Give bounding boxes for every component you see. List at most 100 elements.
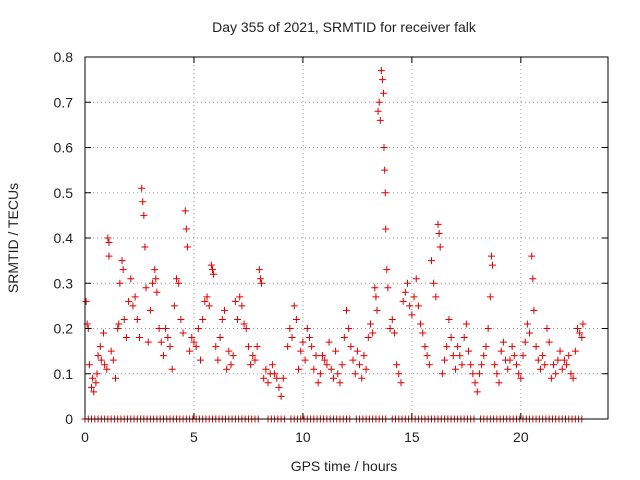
data-point xyxy=(107,347,115,355)
y-axis-title: SRMTID / TECUs xyxy=(5,183,21,293)
data-point xyxy=(218,315,226,323)
data-point xyxy=(358,374,366,382)
data-point xyxy=(231,297,239,305)
data-point xyxy=(480,352,488,360)
data-point xyxy=(227,361,235,369)
data-point xyxy=(343,306,350,314)
data-point xyxy=(332,347,340,355)
data-point xyxy=(408,311,416,319)
data-point xyxy=(135,334,143,342)
data-point xyxy=(563,361,571,369)
data-point xyxy=(382,225,390,233)
data-point xyxy=(512,361,520,369)
data-point xyxy=(101,361,109,369)
data-point xyxy=(526,329,534,337)
data-point xyxy=(301,356,309,364)
data-point xyxy=(571,347,579,355)
data-point xyxy=(92,379,100,387)
data-point xyxy=(519,352,527,360)
data-point xyxy=(417,320,425,328)
data-point xyxy=(229,352,237,360)
data-point xyxy=(249,352,257,360)
x-tick-label: 0 xyxy=(81,429,89,445)
data-point xyxy=(536,365,544,373)
data-point xyxy=(489,261,497,269)
data-point xyxy=(432,293,440,301)
data-point xyxy=(170,302,178,310)
data-point xyxy=(177,315,185,323)
data-point xyxy=(467,361,475,369)
data-point xyxy=(484,325,492,332)
data-point xyxy=(268,361,276,369)
data-point xyxy=(166,343,174,351)
data-point xyxy=(380,144,388,151)
data-point xyxy=(493,370,501,378)
data-point xyxy=(199,315,207,323)
data-point xyxy=(434,220,442,228)
data-point xyxy=(100,329,108,337)
data-point xyxy=(399,297,407,305)
data-point xyxy=(256,275,264,283)
data-point xyxy=(247,361,255,369)
data-point xyxy=(196,356,204,364)
data-point xyxy=(262,365,270,373)
data-point xyxy=(216,334,224,342)
data-point xyxy=(194,325,202,332)
y-tick-label: 0.4 xyxy=(54,230,74,246)
data-point xyxy=(190,338,198,346)
data-point xyxy=(573,325,581,332)
data-point xyxy=(125,297,133,305)
data-point xyxy=(506,356,514,364)
data-point xyxy=(451,365,459,373)
data-point xyxy=(109,356,117,364)
data-point xyxy=(569,374,577,382)
data-point xyxy=(401,288,409,296)
tick-labels: 0 5 10 15 20 0 0.1 0.2 0.3 0.4 0.5 0.6 0.7 0.8 xyxy=(54,49,529,445)
data-point xyxy=(366,320,374,328)
data-point xyxy=(532,343,540,351)
data-point xyxy=(390,329,398,337)
data-point xyxy=(334,370,342,378)
data-point xyxy=(377,67,385,75)
data-point xyxy=(456,352,464,360)
data-point xyxy=(303,325,311,332)
data-point xyxy=(116,279,124,287)
data-point xyxy=(208,266,216,274)
data-point xyxy=(447,334,455,342)
data-point xyxy=(384,284,392,292)
data-point xyxy=(460,334,468,342)
data-point xyxy=(364,334,372,342)
data-point xyxy=(376,116,384,124)
data-point xyxy=(552,370,560,378)
data-point xyxy=(279,374,287,382)
data-point xyxy=(118,257,126,265)
data-point xyxy=(443,343,451,351)
data-point xyxy=(423,352,431,360)
data-point xyxy=(441,356,449,364)
data-point xyxy=(251,356,259,364)
data-point xyxy=(133,315,141,323)
data-point xyxy=(157,338,165,346)
data-point xyxy=(414,302,422,310)
y-tick-label: 0.8 xyxy=(54,49,74,65)
data-point xyxy=(369,329,377,337)
data-point xyxy=(579,320,587,328)
data-point xyxy=(168,365,176,373)
axis-ticks xyxy=(84,56,608,420)
data-point xyxy=(152,275,160,283)
data-point xyxy=(521,338,529,346)
data-point xyxy=(360,352,368,360)
chart-title: Day 355 of 2021, SRMTID for receiver fal… xyxy=(212,19,477,35)
data-point xyxy=(534,356,542,364)
data-point xyxy=(255,266,263,274)
data-point xyxy=(104,234,112,242)
data-point xyxy=(105,252,113,260)
data-point xyxy=(312,352,320,360)
data-point xyxy=(381,166,389,174)
data-point xyxy=(308,343,316,351)
data-point xyxy=(115,320,123,328)
data-point xyxy=(295,365,303,373)
data-point xyxy=(380,89,388,97)
